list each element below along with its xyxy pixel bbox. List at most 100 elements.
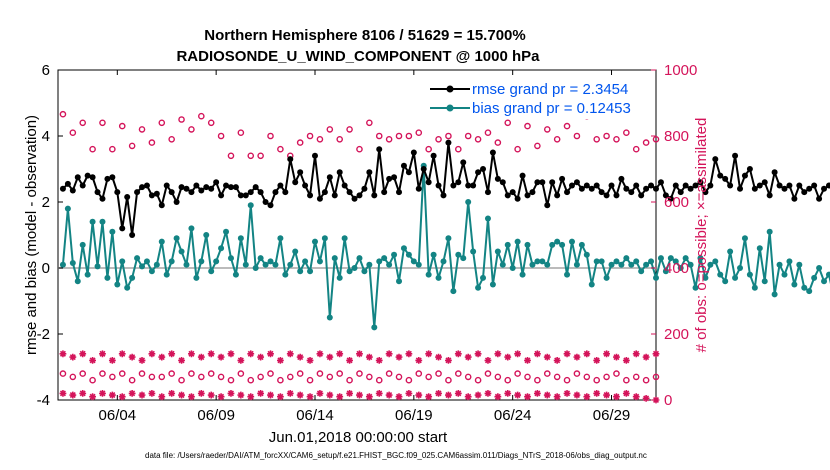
rmse-point	[534, 179, 541, 186]
obs-possible-point	[464, 132, 472, 140]
obs-assimilated-point	[79, 390, 87, 397]
obs-possible-point	[375, 132, 383, 140]
obs-assimilated-point	[474, 350, 482, 358]
bias-point	[771, 291, 778, 298]
rmse-point	[292, 179, 299, 186]
obs-assimilated-point	[346, 390, 353, 397]
y-right-tick-label: 0	[664, 392, 672, 409]
legend-rmse-marker	[446, 85, 454, 93]
bias-point	[292, 248, 299, 255]
obs-assimilated-point	[276, 357, 284, 364]
obs-assimilated-point	[217, 353, 225, 361]
bias-point	[158, 238, 165, 245]
bias-point	[405, 251, 412, 258]
obs-possible-point	[642, 376, 650, 384]
obs-possible-point	[632, 373, 640, 381]
rmse-point	[524, 192, 531, 199]
rmse-point	[232, 184, 239, 191]
obs-possible-point	[118, 370, 126, 377]
obs-possible-point	[316, 135, 324, 143]
obs-possible-point	[425, 373, 432, 381]
obs-possible-point	[385, 135, 393, 143]
obs-assimilated-point	[435, 353, 442, 361]
obs-assimilated-point	[148, 350, 156, 358]
obs-possible-point	[326, 373, 334, 381]
obs-assimilated-point	[583, 350, 591, 358]
y-right-tick-label: 600	[664, 194, 689, 211]
obs-possible-point	[435, 370, 442, 377]
obs-assimilated-point	[158, 353, 166, 361]
obs-assimilated-point	[286, 350, 294, 358]
obs-assimilated-point	[217, 393, 225, 401]
obs-assimilated-point	[316, 390, 324, 397]
rmse-point	[825, 182, 830, 189]
bias-point	[178, 248, 185, 255]
obs-assimilated-point	[425, 393, 433, 401]
obs-possible-point	[632, 145, 640, 153]
obs-assimilated-point	[178, 391, 185, 399]
rmse-point	[361, 185, 368, 192]
obs-possible-point	[59, 370, 67, 377]
rmse-point	[430, 152, 437, 159]
bias-point	[124, 284, 131, 291]
obs-assimilated-point	[108, 357, 116, 364]
obs-assimilated-point	[79, 350, 87, 358]
bias-point	[529, 261, 536, 268]
bias-point	[672, 258, 679, 265]
obs-assimilated-point	[89, 393, 96, 401]
bias-point	[415, 261, 422, 268]
obs-assimilated-point	[118, 393, 126, 401]
obs-possible-point	[69, 129, 77, 136]
obs-possible-point	[128, 376, 136, 384]
obs-assimilated-point	[128, 353, 136, 361]
y-left-tick-label: 0	[42, 260, 50, 277]
y-right-tick-label: 200	[664, 326, 689, 343]
bias-point	[237, 235, 244, 242]
bias-point	[64, 205, 71, 212]
obs-assimilated-point	[573, 391, 581, 399]
rmse-point	[168, 189, 175, 196]
bias-point	[69, 260, 76, 267]
bias-point	[603, 274, 610, 281]
obs-possible-point	[484, 370, 492, 377]
obs-possible-point	[366, 373, 373, 381]
obs-assimilated-point	[543, 391, 551, 399]
rmse-point	[94, 189, 101, 196]
obs-possible-point	[277, 145, 284, 153]
bias-point	[806, 288, 813, 295]
obs-possible-point	[198, 373, 205, 381]
rmse-point	[307, 192, 314, 199]
rmse-point	[638, 192, 645, 199]
bias-point	[554, 238, 561, 245]
rmse-point	[351, 195, 358, 202]
rmse-point	[129, 232, 136, 238]
obs-assimilated-point	[316, 350, 324, 358]
rmse-point	[341, 182, 348, 189]
rmse-point	[564, 189, 571, 196]
rmse-point	[143, 182, 150, 189]
rmse-point	[766, 192, 773, 199]
obs-assimilated-point	[385, 350, 393, 358]
obs-possible-point	[138, 370, 146, 377]
bias-point	[109, 228, 116, 235]
rmse-point	[277, 182, 284, 189]
bias-point	[633, 258, 640, 265]
bias-point	[722, 278, 729, 285]
obs-possible-point	[59, 110, 67, 118]
chart-subtitle: RADIOSONDE_U_WIND_COMPONENT @ 1000 hPa	[176, 48, 540, 65]
obs-possible-point	[613, 135, 620, 143]
obs-possible-point	[642, 139, 650, 146]
bias-point	[648, 258, 655, 265]
obs-possible-point	[227, 152, 235, 160]
obs-possible-point	[109, 373, 116, 381]
rmse-point	[198, 187, 205, 194]
rmse-point	[667, 195, 674, 202]
obs-assimilated-point	[356, 391, 363, 399]
rmse-point	[134, 189, 141, 196]
bias-point	[252, 265, 259, 271]
obs-possible-point	[395, 132, 403, 140]
obs-possible-point	[168, 370, 175, 377]
bias-point	[524, 241, 531, 248]
rmse-point	[139, 184, 146, 191]
rmse-point	[227, 184, 234, 191]
